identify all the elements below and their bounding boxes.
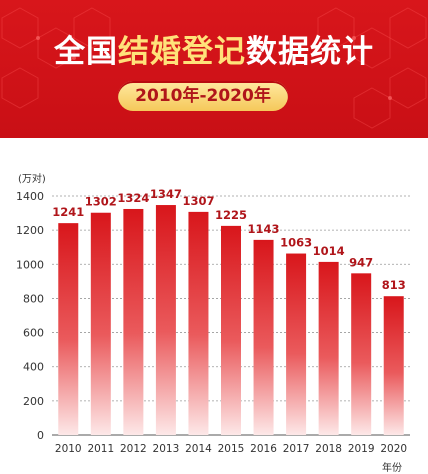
bar-2012 [123, 208, 144, 435]
value-label-2016: 1143 [248, 222, 280, 236]
value-label-2018: 1014 [313, 244, 345, 258]
bar-2020 [383, 296, 404, 435]
bar-2015 [221, 225, 241, 435]
value-label-2013: 1347 [150, 187, 182, 201]
value-label-2012: 1324 [117, 191, 149, 205]
value-label-2017: 1063 [280, 236, 312, 250]
x-tick-label-2014: 2014 [185, 443, 212, 455]
value-label-2019: 947 [349, 255, 373, 269]
title-part2: 数据统计 [246, 34, 374, 70]
x-tick-label-2013: 2013 [153, 443, 180, 455]
y-axis-unit: (万对) [18, 174, 46, 185]
x-tick-label-2018: 2018 [315, 443, 342, 455]
value-label-2011: 1302 [85, 195, 117, 209]
hexagon-decoration [1, 7, 427, 129]
bar-2017 [286, 253, 307, 435]
x-tick-label-2017: 2017 [283, 443, 310, 455]
bar-2010 [58, 223, 79, 435]
title-highlight: 结婚登记 [118, 34, 246, 70]
y-tick-label: 0 [37, 429, 44, 442]
header-banner: 全国结婚登记数据统计 2010年-2020年 [0, 0, 428, 138]
bar-2018 [318, 261, 339, 435]
x-tick-label-2016: 2016 [250, 443, 277, 455]
value-label-2015: 1225 [215, 208, 247, 222]
value-label-2010: 1241 [52, 205, 84, 219]
y-tick-label: 1000 [16, 258, 44, 271]
value-label-2020: 813 [382, 278, 406, 292]
y-tick-label: 400 [23, 361, 44, 374]
x-tick-label-2012: 2012 [120, 443, 147, 455]
date-range-badge: 2010年-2020年 [118, 81, 288, 111]
bar-2016 [253, 239, 274, 435]
bar-2019 [351, 273, 372, 435]
page-title: 全国结婚登记数据统计 [0, 26, 428, 71]
y-tick-label: 800 [23, 292, 44, 305]
x-tick-label-2010: 2010 [55, 443, 82, 455]
bar-2013 [155, 205, 176, 435]
x-axis-unit: 年份 [382, 463, 402, 474]
value-label-2014: 1307 [182, 194, 214, 208]
bar-2011 [90, 212, 111, 435]
y-tick-label: 200 [23, 395, 44, 408]
bar-2014 [188, 211, 209, 435]
title-part1: 全国 [54, 34, 118, 70]
x-tick-label-2015: 2015 [218, 443, 245, 455]
y-tick-label: 600 [23, 327, 44, 340]
y-tick-label: 1200 [16, 224, 44, 237]
x-tick-label-2020: 2020 [380, 443, 407, 455]
x-tick-label-2019: 2019 [348, 443, 375, 455]
y-tick-label: 1400 [16, 190, 44, 203]
x-tick-label-2011: 2011 [87, 443, 114, 455]
